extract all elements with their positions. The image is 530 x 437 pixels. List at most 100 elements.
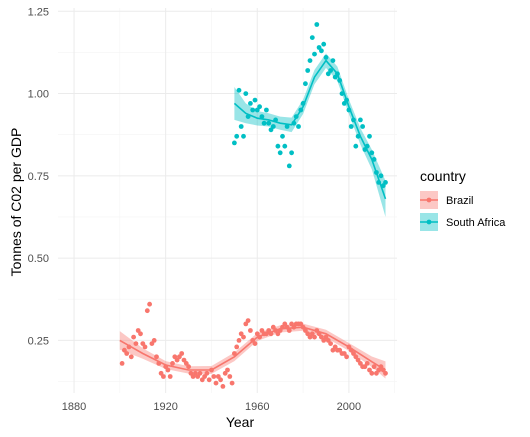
brazil-legend-label: Brazil bbox=[446, 195, 474, 207]
y-tick-label: 1.25 bbox=[28, 6, 49, 18]
south-africa-point bbox=[378, 173, 384, 179]
south-africa-point bbox=[250, 107, 256, 113]
brazil-point bbox=[369, 370, 375, 376]
south-africa-legend-point bbox=[426, 219, 432, 225]
south-africa-legend-label: South Africa bbox=[446, 217, 506, 229]
south-africa-point bbox=[328, 68, 333, 73]
south-africa-point bbox=[369, 150, 375, 156]
brazil-point bbox=[241, 334, 246, 340]
south-africa-point bbox=[261, 120, 267, 126]
brazil-point bbox=[197, 370, 203, 376]
x-tick-label: 1880 bbox=[62, 401, 86, 413]
brazil-point bbox=[229, 380, 235, 386]
brazil-point bbox=[211, 374, 217, 379]
brazil-point bbox=[186, 364, 192, 370]
south-africa-point bbox=[266, 120, 272, 126]
south-africa-point bbox=[307, 58, 313, 63]
y-axis-ticks: 0.25 0.50 0.75 1.00 1.25 bbox=[28, 6, 49, 347]
legend-items: Brazil South Africa bbox=[420, 191, 506, 231]
brazil-point bbox=[344, 354, 349, 360]
brazil-point bbox=[218, 377, 224, 383]
south-africa-point bbox=[360, 124, 365, 129]
south-africa-point bbox=[282, 143, 288, 149]
y-tick-label: 1.00 bbox=[28, 89, 49, 101]
south-africa-point bbox=[259, 114, 265, 119]
brazil-point bbox=[220, 384, 226, 389]
brazil-point bbox=[227, 374, 233, 379]
south-africa-point bbox=[264, 107, 269, 113]
brazil-smooth-line bbox=[119, 326, 386, 371]
brazil-point bbox=[252, 341, 258, 346]
south-africa-confidence-band bbox=[234, 53, 386, 218]
south-africa-point bbox=[252, 97, 258, 103]
south-africa-point bbox=[353, 143, 359, 149]
south-africa-point bbox=[286, 163, 292, 169]
confidence-bands bbox=[119, 53, 386, 379]
brazil-point bbox=[124, 351, 130, 356]
south-africa-point bbox=[305, 68, 311, 73]
brazil-point bbox=[138, 331, 143, 337]
brazil-point bbox=[286, 328, 292, 333]
south-africa-point bbox=[314, 22, 320, 27]
south-africa-point bbox=[323, 55, 329, 60]
brazil-point bbox=[232, 351, 237, 356]
y-tick-label: 0.25 bbox=[28, 335, 49, 347]
brazil-point bbox=[383, 370, 388, 376]
south-africa-point bbox=[257, 104, 262, 110]
y-axis-title: Tonnes of C02 per GDP bbox=[8, 128, 24, 277]
south-africa-point bbox=[319, 48, 324, 54]
south-africa-point bbox=[383, 180, 388, 185]
south-africa-point bbox=[284, 124, 290, 129]
brazil-point bbox=[225, 367, 230, 373]
south-africa-point bbox=[367, 133, 372, 139]
brazil-point bbox=[154, 354, 159, 360]
brazil-point bbox=[371, 364, 377, 370]
smooth-lines bbox=[119, 59, 387, 371]
brazil-point bbox=[245, 318, 251, 323]
south-africa-point bbox=[275, 143, 281, 149]
south-africa-point bbox=[234, 133, 240, 139]
brazil-point bbox=[312, 334, 317, 340]
plot-panel bbox=[58, 8, 397, 393]
brazil-point bbox=[147, 301, 153, 307]
brazil-point bbox=[119, 361, 125, 366]
x-axis-ticks: 1880 1920 1960 2000 bbox=[62, 401, 361, 413]
legend-title: country bbox=[420, 168, 466, 184]
y-tick-label: 0.50 bbox=[28, 253, 49, 265]
brazil-legend-point bbox=[426, 197, 432, 203]
x-tick-label: 1920 bbox=[153, 401, 177, 413]
brazil-point bbox=[165, 367, 171, 373]
south-africa-point bbox=[296, 124, 301, 129]
south-africa-point bbox=[309, 35, 315, 40]
brazil-point bbox=[206, 377, 212, 383]
south-africa-point bbox=[248, 101, 253, 106]
south-africa-smooth-line bbox=[233, 59, 387, 200]
south-africa-point bbox=[243, 91, 249, 96]
x-tick-label: 2000 bbox=[337, 401, 361, 413]
brazil-point bbox=[204, 370, 210, 376]
south-africa-point bbox=[303, 81, 308, 87]
brazil-point bbox=[248, 328, 253, 333]
brazil-point bbox=[161, 374, 166, 379]
south-africa-point bbox=[312, 51, 317, 57]
south-africa-point bbox=[280, 133, 285, 139]
south-africa-point bbox=[238, 124, 244, 129]
south-africa-point bbox=[241, 133, 246, 139]
south-africa-point bbox=[321, 41, 327, 47]
brazil-point bbox=[170, 361, 175, 366]
brazil-point bbox=[234, 344, 240, 350]
brazil-point bbox=[328, 341, 333, 346]
brazil-point bbox=[179, 351, 185, 356]
south-africa-point bbox=[348, 124, 354, 129]
south-africa-point bbox=[236, 87, 242, 93]
brazil-point bbox=[167, 374, 173, 379]
brazil-point bbox=[213, 380, 219, 386]
south-africa-point bbox=[330, 58, 336, 63]
brazil-point bbox=[128, 354, 134, 360]
south-africa-point bbox=[277, 150, 283, 156]
south-africa-point bbox=[358, 117, 363, 123]
brazil-point bbox=[131, 334, 137, 340]
legend: country Brazil South Africa bbox=[420, 168, 506, 231]
brazil-point bbox=[142, 344, 148, 350]
